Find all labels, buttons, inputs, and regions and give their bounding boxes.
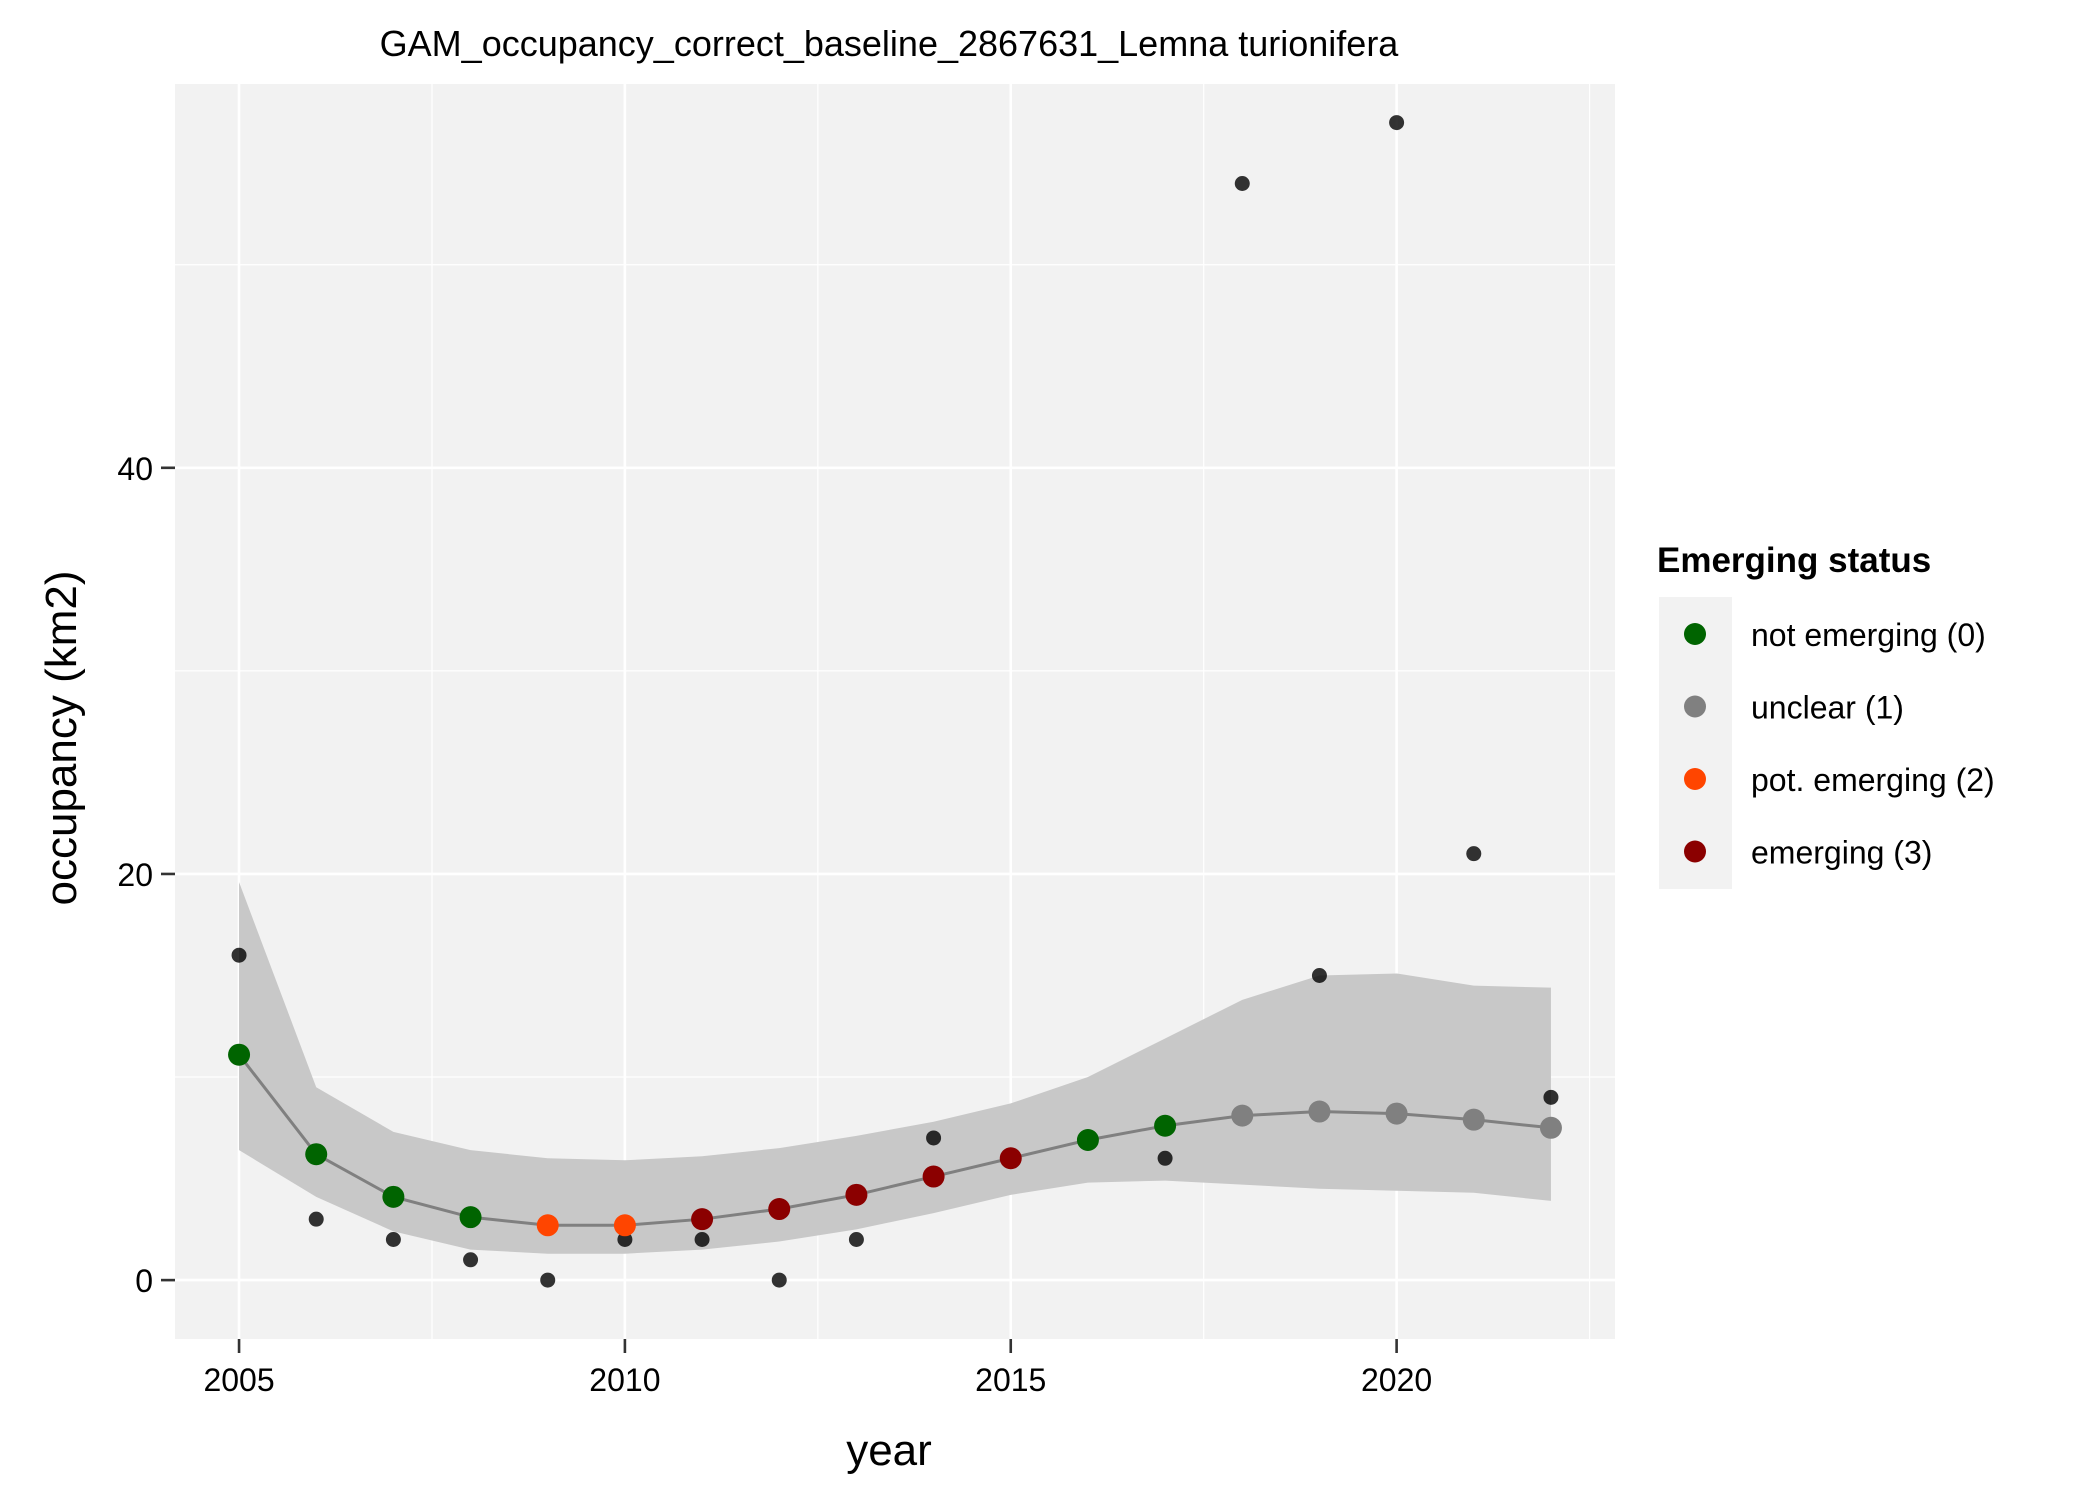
fit-point	[1308, 1100, 1331, 1123]
legend-key-2	[1684, 768, 1706, 790]
legend-label-2: pot. emerging (2)	[1751, 762, 1995, 798]
fit-point	[305, 1143, 328, 1166]
fit-point	[1231, 1104, 1254, 1127]
observed-point	[694, 1231, 710, 1247]
fit-point	[691, 1208, 714, 1231]
observed-point	[231, 947, 247, 963]
legend-key-3	[1684, 840, 1706, 863]
fit-point	[922, 1165, 945, 1188]
observed-point	[1389, 115, 1405, 131]
fit-point	[536, 1214, 559, 1237]
x-tick-label: 2010	[589, 1362, 660, 1398]
y-axis-label: occupancy (km2)	[37, 570, 86, 905]
fit-point	[228, 1043, 251, 1066]
fit-point	[459, 1206, 482, 1229]
fit-point	[768, 1198, 791, 1221]
legend-key-background	[1659, 597, 1732, 889]
legend-entries: not emerging (0) unclear (1) pot. emerging…	[1684, 617, 1995, 871]
x-axis: 2005 2010 2015 2020	[203, 1339, 1432, 1398]
fit-point	[613, 1214, 636, 1237]
observed-point	[617, 1231, 633, 1247]
observed-point	[540, 1272, 556, 1288]
fit-point	[999, 1147, 1022, 1170]
legend-title: Emerging status	[1657, 541, 1931, 580]
fit-point	[1539, 1116, 1562, 1139]
observed-point	[1543, 1089, 1559, 1105]
y-tick-label: 0	[135, 1263, 153, 1299]
fit-point	[845, 1183, 868, 1206]
fit-point	[1154, 1114, 1177, 1137]
legend-label-3: emerging (3)	[1751, 835, 1932, 871]
fit-points	[228, 1043, 1562, 1237]
legend: Emerging status not emerging (0) unclear …	[1657, 541, 1995, 889]
fit-line	[237, 1053, 1552, 1227]
observed-point	[1466, 846, 1482, 862]
y-axis: 0 20 40	[117, 451, 175, 1299]
observed-point	[385, 1231, 401, 1247]
chart-title: GAM_occupancy_correct_baseline_2867631_L…	[380, 23, 1400, 64]
observed-point	[308, 1211, 324, 1227]
observed-point	[926, 1130, 942, 1146]
legend-key-0	[1684, 623, 1706, 645]
observed-point	[771, 1272, 787, 1288]
confidence-ribbon	[239, 882, 1551, 1254]
x-tick-label: 2005	[203, 1362, 274, 1398]
observed-point	[463, 1252, 479, 1268]
y-tick-label: 40	[117, 451, 153, 487]
fit-point	[382, 1185, 405, 1208]
observed-point	[1234, 176, 1250, 192]
y-tick-label: 20	[117, 857, 153, 893]
observed-point	[1157, 1150, 1173, 1166]
x-axis-label: year	[846, 1426, 932, 1475]
x-tick-label: 2015	[975, 1362, 1046, 1398]
x-tick-label: 2020	[1361, 1362, 1432, 1398]
legend-label-0: not emerging (0)	[1751, 617, 1986, 653]
fit-point	[1385, 1102, 1408, 1125]
fit-point	[1076, 1128, 1099, 1151]
observed-point	[848, 1231, 864, 1247]
legend-key-1	[1684, 695, 1706, 718]
fit-point	[1462, 1108, 1485, 1131]
legend-label-1: unclear (1)	[1751, 690, 1904, 726]
observed-point	[1311, 967, 1327, 983]
